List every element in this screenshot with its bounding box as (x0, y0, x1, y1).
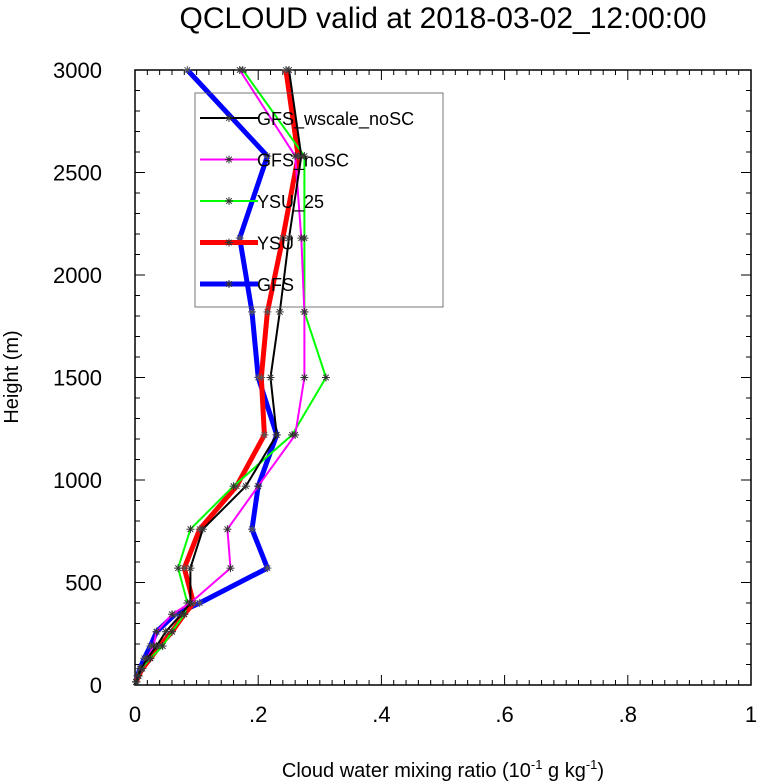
x-tick-label: 1 (745, 702, 757, 727)
legend-marker (225, 238, 233, 247)
data-point (254, 482, 263, 491)
data-point (186, 525, 195, 534)
y-tick-label: 1500 (53, 366, 102, 391)
y-tick-label: 2500 (53, 161, 102, 186)
data-point (248, 525, 257, 534)
x-tick-label: 0 (129, 702, 141, 727)
data-point (137, 664, 146, 673)
data-point (235, 66, 244, 74)
legend: GFS_wscale_noSC GFS_noSC YSU_25 YSU GFS (194, 92, 444, 308)
legend-label: YSU (257, 234, 294, 254)
y-tick-label: 1000 (53, 468, 102, 493)
x-tick-label: .8 (619, 702, 637, 727)
data-point (248, 307, 257, 316)
legend-label: YSU_25 (257, 192, 324, 213)
data-point (229, 482, 238, 491)
legend-item: GFS_noSC (200, 151, 349, 172)
data-point (263, 152, 272, 161)
data-point (235, 234, 244, 243)
x-tick-label: .2 (249, 702, 267, 727)
y-axis-label: Height (m) (1, 330, 23, 423)
data-point (174, 564, 183, 573)
data-point (275, 307, 284, 316)
data-point (257, 373, 266, 382)
data-point (223, 525, 232, 534)
data-point (134, 671, 143, 680)
y-tick-label: 0 (90, 673, 102, 698)
legend-item: GFS_wscale_noSC (200, 109, 414, 130)
data-point (263, 307, 272, 316)
data-point (198, 525, 207, 534)
legend-marker (225, 280, 233, 288)
data-point (285, 66, 293, 74)
legend-marker (225, 155, 233, 164)
axis-ticks (134, 69, 752, 686)
data-point (195, 599, 204, 607)
data-point (263, 564, 272, 573)
y-tick-label: 3000 (53, 58, 102, 83)
data-point (183, 66, 192, 74)
data-point (226, 564, 235, 573)
legend-item: YSU (200, 234, 294, 254)
data-point (177, 610, 186, 619)
x-tick-label: .6 (495, 702, 513, 727)
legend-label: GFS (257, 275, 294, 295)
data-point (241, 482, 250, 491)
data-point (161, 627, 170, 636)
data-point (167, 627, 176, 636)
data-point (285, 234, 293, 243)
data-point (266, 373, 275, 382)
data-point (300, 307, 309, 316)
data-point (143, 654, 152, 663)
y-tick-label: 500 (65, 571, 102, 596)
chart-title: QCLOUD valid at 2018-03-02_12:00:00 (180, 2, 707, 35)
x-tick-label: .4 (372, 702, 390, 727)
data-point (152, 627, 161, 636)
data-point (152, 642, 161, 651)
legend-box (194, 92, 444, 308)
series-GFS_wscale_noSC (132, 66, 306, 686)
y-tick-label: 2000 (53, 263, 102, 288)
legend-item: GFS (200, 275, 294, 295)
legend-label: GFS_noSC (257, 151, 349, 172)
data-point (186, 599, 195, 607)
data-point (167, 610, 176, 619)
data-point (132, 677, 141, 686)
legend-marker (225, 197, 233, 205)
legend-label: GFS_wscale_noSC (257, 109, 414, 130)
plot-area: 0 .2 .4 .6 .8 1 0 500 1000 1500 2000 2500 3000 (53, 58, 757, 727)
data-point (297, 152, 306, 161)
data-point (321, 373, 330, 382)
data-point (186, 564, 195, 573)
legend-item: YSU_25 (200, 192, 324, 213)
data-point (300, 373, 309, 382)
data-point (291, 430, 300, 439)
data-point (272, 430, 281, 439)
data-point (260, 430, 269, 439)
legend-marker (225, 114, 233, 122)
x-axis-label: Cloud water mixing ratio (10-1 g kg-1) (282, 757, 604, 782)
data-point (297, 234, 306, 243)
